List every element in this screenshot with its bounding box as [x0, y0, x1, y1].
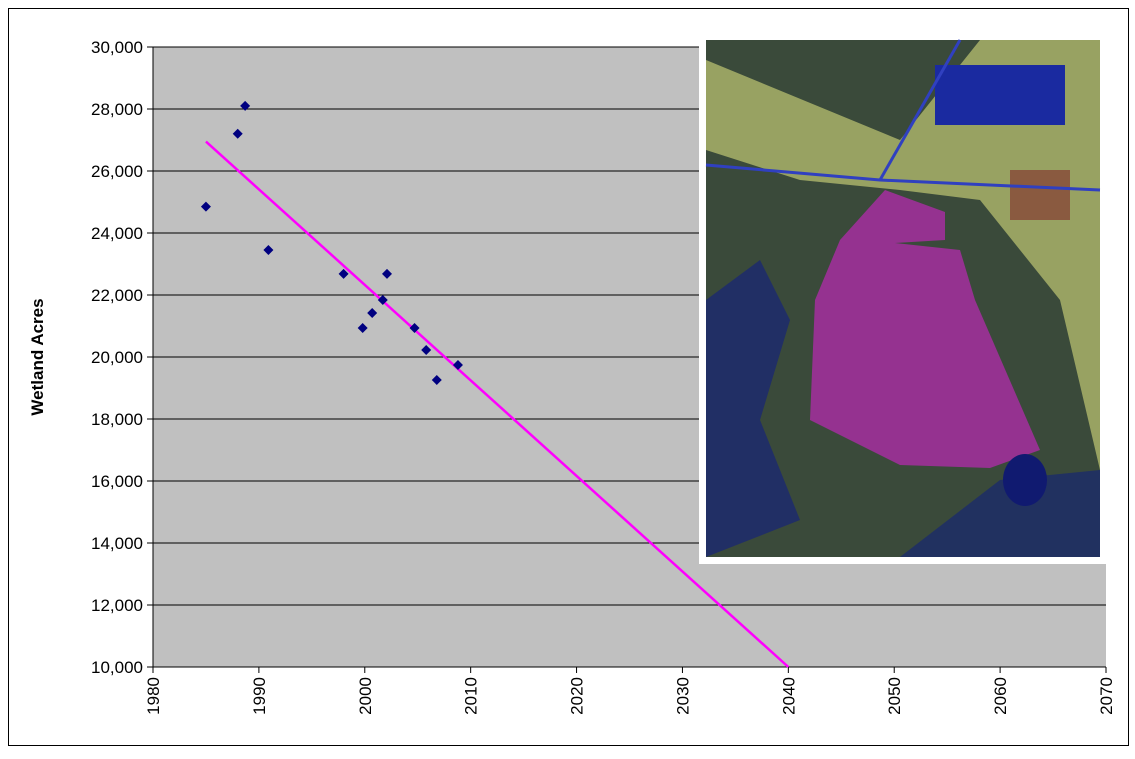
y-tick-label: 24,000 [91, 224, 143, 243]
inset-image [699, 34, 1107, 564]
y-tick-label: 20,000 [91, 348, 143, 367]
x-tick-label: 1990 [250, 677, 269, 715]
x-tick-label: 1980 [144, 677, 163, 715]
x-tick-label: 2020 [568, 677, 587, 715]
x-tick-label: 2010 [462, 677, 481, 715]
x-tick-label: 2000 [356, 677, 375, 715]
y-tick-label: 14,000 [91, 534, 143, 553]
x-tick-label: 2070 [1097, 677, 1116, 715]
y-tick-label: 12,000 [91, 596, 143, 615]
y-tick-label: 22,000 [91, 286, 143, 305]
y-tick-label: 30,000 [91, 38, 143, 57]
y-tick-label: 10,000 [91, 658, 143, 677]
x-tick-label: 2050 [885, 677, 904, 715]
chart: 10,000 12,000 14,000 16,000 18,000 20,000 22,0… [0, 0, 1135, 754]
y-tick-label: 26,000 [91, 162, 143, 181]
x-tick-label: 2040 [779, 677, 798, 715]
y-tick-label: 18,000 [91, 410, 143, 429]
y-axis-label: Wetland Acres [28, 298, 47, 415]
y-tick-label: 28,000 [91, 100, 143, 119]
x-tick-label: 2060 [991, 677, 1010, 715]
y-tick-label: 16,000 [91, 472, 143, 491]
x-tick-label: 2030 [673, 677, 692, 715]
